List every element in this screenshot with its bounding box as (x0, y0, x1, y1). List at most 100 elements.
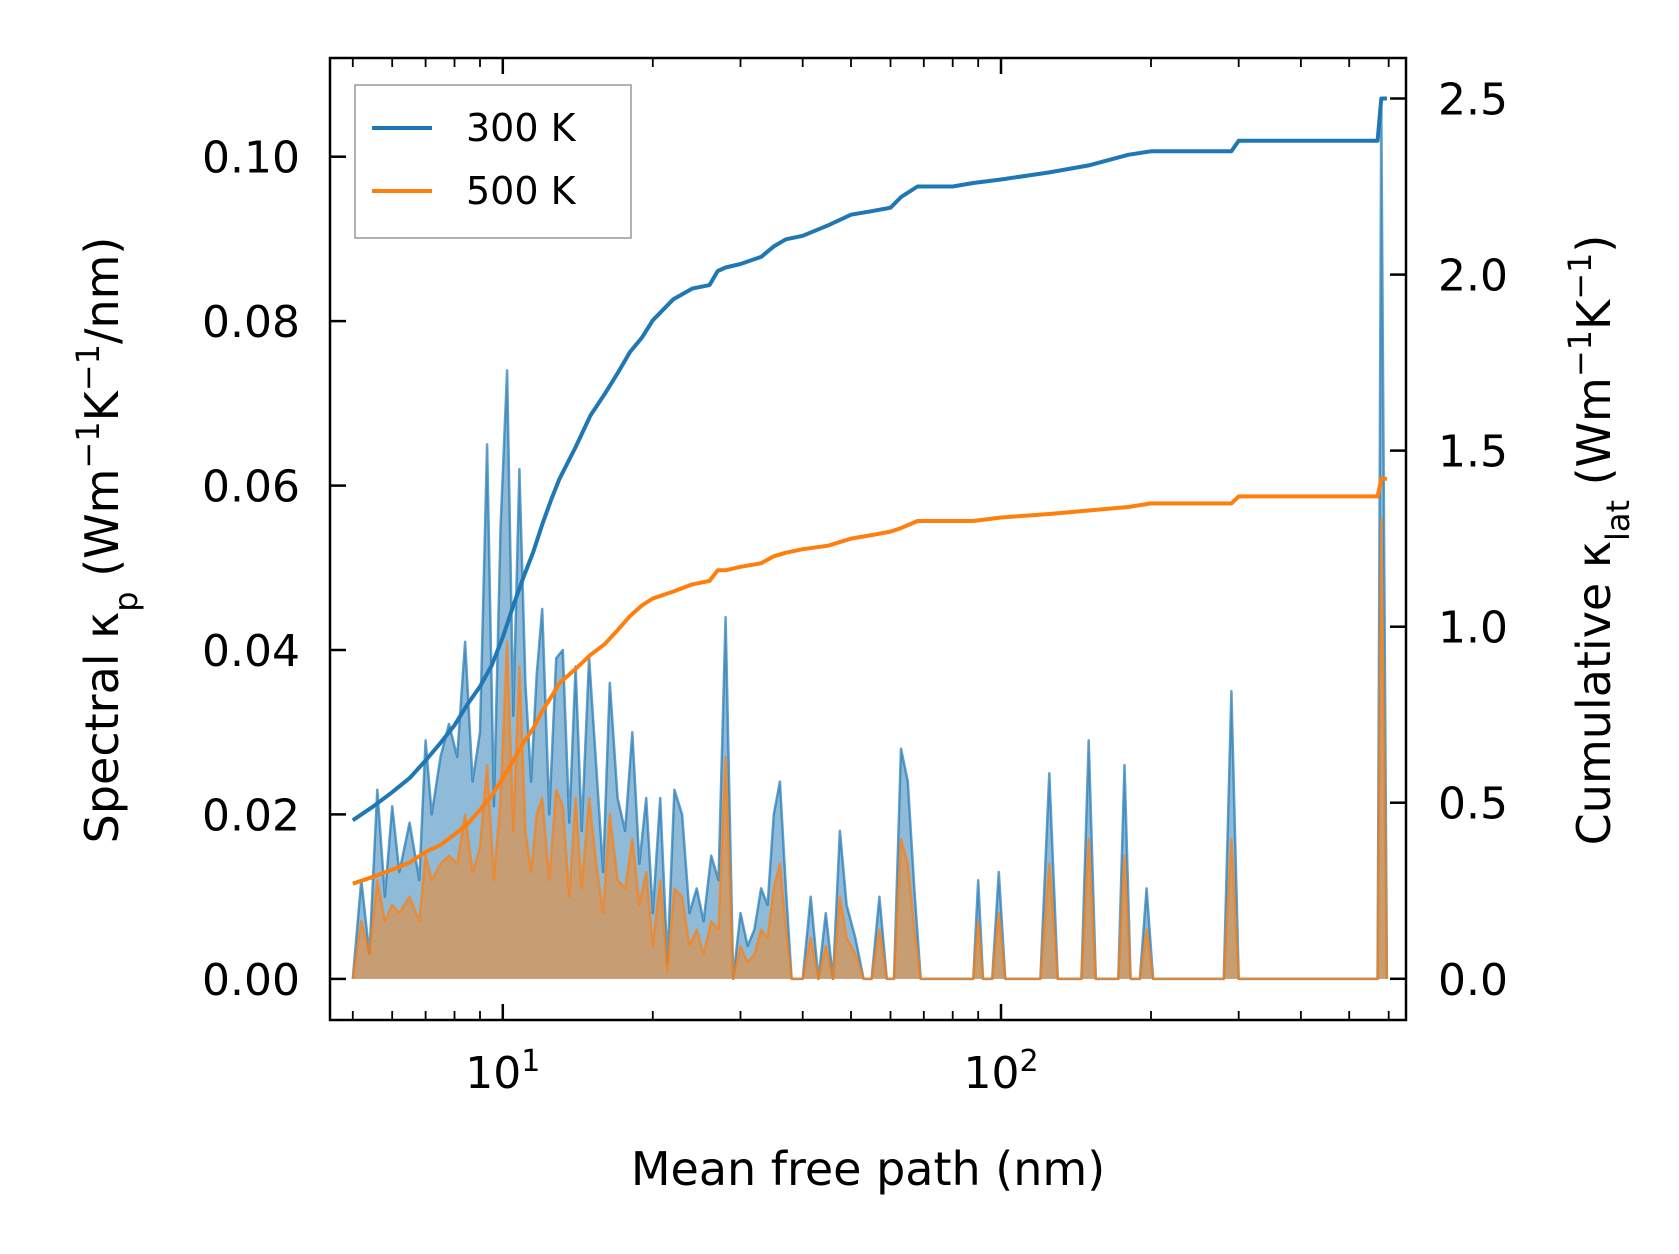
spectral-point (1124, 764, 1126, 766)
cumulative-point (917, 520, 919, 522)
cumulative-point (532, 728, 534, 730)
spectral-point (391, 805, 393, 807)
spectral-point (879, 929, 881, 931)
spectral-point (541, 608, 543, 610)
spectral-point (472, 871, 474, 873)
x-tick-label-exp: 2 (1019, 1044, 1038, 1079)
spectral-point (377, 879, 379, 881)
spectral-point (639, 863, 641, 865)
cumulative-point (785, 239, 787, 241)
spectral-point (1088, 740, 1090, 742)
spectral-point (645, 871, 647, 873)
spectral-point (1139, 978, 1141, 980)
cumulative-point (513, 605, 515, 607)
cumulative-point (740, 566, 742, 568)
spectral-point (1231, 838, 1233, 840)
spectral-point (425, 740, 427, 742)
cumulative-point (802, 235, 804, 237)
spectral-point (674, 789, 676, 791)
cumulative-point (373, 806, 375, 808)
spectral-point (839, 896, 841, 898)
cumulative-point (1150, 503, 1152, 505)
cumulative-line-2 (351, 96, 1387, 822)
legend-box (354, 84, 632, 239)
spectral-point (588, 797, 590, 799)
spectral-point (825, 945, 827, 947)
spectral-point (754, 929, 756, 931)
spectral-point (652, 912, 654, 914)
cumulative-point (523, 577, 525, 579)
right-axis-title-sub: lat (1599, 500, 1637, 541)
spectral-point (448, 723, 450, 725)
spectral-point (431, 879, 433, 881)
spectral-point (1152, 978, 1154, 980)
spectral-point (1377, 978, 1379, 980)
spectral-point (384, 896, 386, 898)
cumulative-point (900, 196, 902, 198)
spectral-point (1081, 978, 1083, 980)
spectral-point (703, 921, 705, 923)
x-tick-label-base: 10 (963, 1048, 1019, 1099)
spectral-point (581, 888, 583, 890)
spectral-point (846, 904, 848, 906)
cumulative-point (454, 725, 456, 727)
spectral-point (486, 444, 488, 446)
cumulative-point (1000, 517, 1002, 519)
spectral-point (914, 888, 916, 890)
spectral-point (825, 912, 827, 914)
spectral-point (609, 682, 611, 684)
spectral-point (785, 888, 787, 890)
spectral-point (555, 657, 557, 659)
spectral-point (900, 748, 902, 750)
cumulative-point (629, 615, 631, 617)
spectral-point (1005, 978, 1007, 980)
spectral-point (740, 945, 742, 947)
spectral-point (779, 781, 781, 783)
spectral-point (399, 871, 401, 873)
spectral-point (725, 756, 727, 758)
cumulative-point (1381, 98, 1383, 100)
right-tick-label: 0.0 (1438, 955, 1508, 1006)
spectral-point (802, 978, 804, 980)
left-axis-title-unit-close: /nm) (75, 237, 129, 344)
cumulative-point (491, 795, 493, 797)
spectral-point (797, 978, 799, 980)
cumulative-point (1377, 496, 1379, 498)
right-axis-title-unit-mid: K (1567, 298, 1621, 330)
spectral-point (409, 896, 411, 898)
spectral-point (1223, 978, 1225, 980)
cumulative-point (523, 742, 525, 744)
cumulative-point (352, 820, 354, 822)
spectral-point (448, 855, 450, 857)
spectral-point (689, 945, 691, 947)
spectral-point (632, 838, 634, 840)
x-tick-label-base: 10 (465, 1048, 521, 1099)
spectral-point (773, 888, 775, 890)
spectral-point (893, 978, 895, 980)
cumulative-point (1127, 506, 1129, 508)
spectral-point (431, 814, 433, 816)
cumulative-point (467, 703, 469, 705)
cumulative-point (425, 851, 427, 853)
spectral-point (998, 871, 1000, 873)
spectral-point (886, 978, 888, 980)
spectral-point (456, 756, 458, 758)
x-tick-label-exp: 1 (521, 1044, 540, 1079)
spectral-point (863, 978, 865, 980)
spectral-point (617, 879, 619, 881)
spectral-point (555, 789, 557, 791)
spectral-point (1130, 978, 1132, 980)
left-axis-title-unit-mid: K (75, 389, 129, 421)
spectral-point (718, 929, 720, 931)
spectral-point (493, 805, 495, 807)
spectral-point (810, 937, 812, 939)
spectral-point (352, 978, 354, 980)
left-axis-title: Spectral κp (Wm−1K−1/nm) (69, 237, 145, 844)
spectral-point (1146, 929, 1148, 931)
spectral-point (952, 978, 954, 980)
cumulative-point (617, 629, 619, 631)
spectral-point (1049, 773, 1051, 775)
spectral-point (810, 896, 812, 898)
spectral-areas (351, 106, 1389, 981)
